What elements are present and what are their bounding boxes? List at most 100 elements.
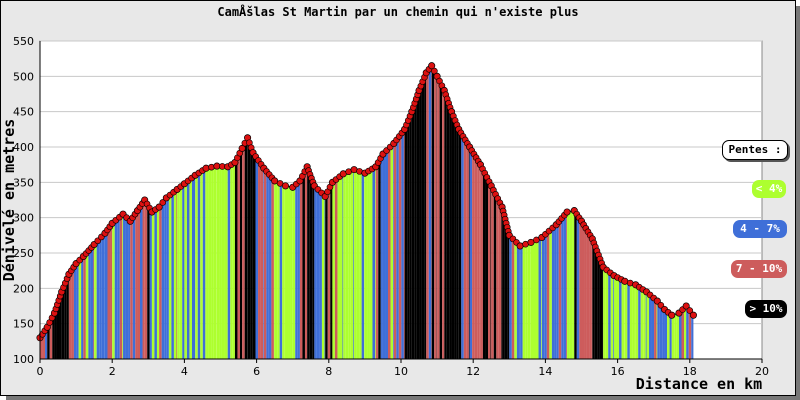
slope-band bbox=[123, 214, 126, 359]
slope-band bbox=[61, 285, 65, 359]
slope-band bbox=[544, 233, 547, 359]
x-tick-label: 16 bbox=[611, 365, 625, 378]
slope-band bbox=[364, 172, 365, 359]
slope-band bbox=[589, 233, 592, 359]
slope-band bbox=[284, 185, 286, 359]
slope-band bbox=[411, 104, 415, 359]
slope-band bbox=[76, 261, 79, 359]
y-tick-label: 550 bbox=[13, 35, 34, 48]
slope-band bbox=[536, 238, 539, 359]
slope-band bbox=[227, 165, 231, 359]
slope-band bbox=[558, 218, 562, 359]
slope-band bbox=[161, 200, 165, 359]
slope-band bbox=[324, 195, 326, 359]
x-tick-label: 12 bbox=[466, 365, 480, 378]
x-tick-label: 0 bbox=[37, 365, 44, 378]
slope-band bbox=[206, 167, 209, 359]
slope-band bbox=[624, 280, 625, 359]
slope-band bbox=[372, 167, 376, 359]
slope-band bbox=[191, 175, 195, 359]
slope-band bbox=[244, 138, 248, 359]
slope-band bbox=[621, 279, 625, 359]
slope-band bbox=[671, 314, 675, 359]
slope-band bbox=[541, 235, 545, 359]
x-tick-label: 2 bbox=[109, 365, 116, 378]
slope-band bbox=[624, 281, 628, 359]
slope-band bbox=[530, 242, 531, 359]
slope-band bbox=[664, 309, 668, 359]
slope-band bbox=[197, 171, 201, 359]
data-point bbox=[431, 67, 438, 75]
slope-band bbox=[342, 173, 344, 359]
slope-band bbox=[561, 215, 564, 359]
slope-band bbox=[613, 275, 614, 359]
slope-band bbox=[649, 294, 652, 359]
slope-band bbox=[409, 111, 412, 359]
slope-band bbox=[592, 238, 595, 359]
slope-bands bbox=[40, 65, 694, 360]
slope-band bbox=[290, 186, 293, 359]
data-point bbox=[202, 164, 210, 172]
slope-band bbox=[407, 116, 410, 359]
slope-band bbox=[292, 185, 296, 359]
slope-band bbox=[194, 175, 196, 359]
frame-shadow-bottom bbox=[6, 396, 800, 400]
slope-band bbox=[527, 242, 531, 359]
slope-band bbox=[520, 245, 523, 359]
data-point bbox=[159, 199, 167, 206]
slope-band bbox=[428, 66, 432, 359]
slope-band bbox=[132, 213, 136, 359]
slope-band bbox=[314, 185, 317, 359]
slope-band bbox=[110, 223, 113, 359]
slope-band bbox=[656, 300, 658, 359]
slope-band bbox=[398, 133, 402, 359]
slope-band bbox=[659, 304, 663, 359]
slope-band bbox=[119, 214, 123, 359]
slope-band bbox=[117, 216, 120, 359]
slope-band bbox=[350, 169, 354, 359]
slope-band bbox=[676, 313, 679, 359]
slope-band bbox=[431, 65, 435, 359]
slope-band bbox=[662, 306, 665, 359]
data-point bbox=[686, 307, 694, 314]
slope-band bbox=[273, 180, 275, 359]
slope-band bbox=[654, 298, 657, 359]
legend-item-4-7: 4 - 7% bbox=[733, 220, 787, 238]
slope-band bbox=[444, 90, 447, 359]
slope-band bbox=[104, 233, 105, 359]
slope-band bbox=[549, 228, 552, 359]
slope-band bbox=[375, 166, 376, 359]
slope-band bbox=[538, 237, 542, 359]
slope-band bbox=[224, 166, 227, 359]
slope-band bbox=[255, 156, 259, 359]
slope-band bbox=[576, 214, 580, 359]
slope-band bbox=[369, 168, 373, 359]
slope-band bbox=[327, 186, 331, 359]
slope-band bbox=[490, 184, 492, 359]
slope-band bbox=[686, 306, 689, 359]
slope-band bbox=[361, 172, 365, 359]
slope-band bbox=[616, 276, 620, 359]
slope-band bbox=[669, 313, 672, 359]
slope-band bbox=[171, 191, 174, 359]
slope-band bbox=[551, 226, 555, 359]
slope-band bbox=[184, 181, 187, 359]
slope-band bbox=[186, 179, 190, 359]
slope-band bbox=[142, 200, 145, 359]
slope-band bbox=[498, 200, 502, 359]
slope-band bbox=[599, 258, 603, 359]
slope-band bbox=[439, 81, 443, 359]
slope-band bbox=[93, 244, 95, 359]
slope-band bbox=[321, 193, 325, 359]
y-tick-label: 150 bbox=[13, 318, 34, 331]
slope-band bbox=[456, 124, 459, 359]
slope-band bbox=[688, 309, 692, 359]
slope-band bbox=[584, 225, 587, 359]
y-tick-label: 200 bbox=[13, 282, 34, 295]
slope-band bbox=[416, 90, 420, 359]
slope-band bbox=[463, 137, 467, 359]
slope-band bbox=[446, 97, 450, 359]
slope-band bbox=[437, 76, 440, 359]
data-point bbox=[668, 311, 676, 319]
slope-band bbox=[591, 237, 593, 359]
